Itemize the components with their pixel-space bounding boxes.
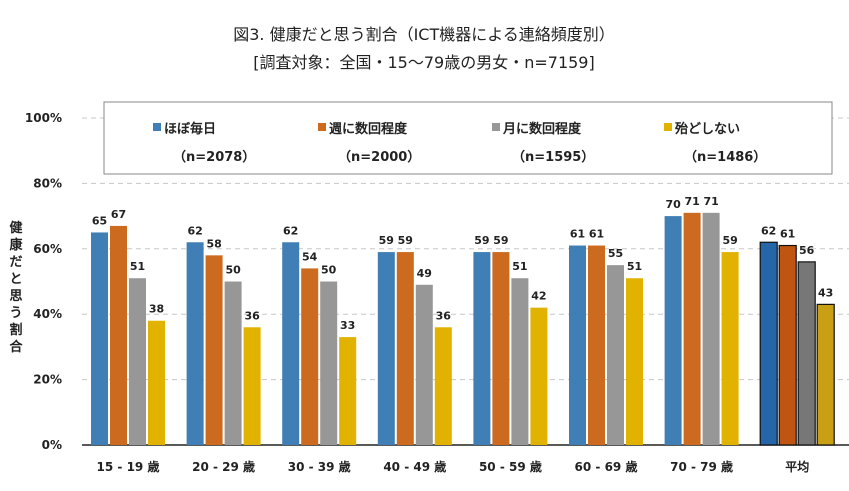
legend-n: （n=1486） — [684, 149, 766, 165]
legend-n: （n=2000） — [338, 149, 420, 165]
y-tick-label: 0% — [42, 438, 62, 452]
data-label: 61 — [589, 228, 604, 241]
data-label: 42 — [531, 290, 546, 303]
x-tick-label: 平均 — [785, 459, 809, 474]
legend-n: （n=1595） — [512, 149, 594, 165]
data-label: 59 — [379, 234, 394, 247]
data-label: 38 — [149, 303, 164, 316]
bar — [683, 212, 701, 445]
data-label: 54 — [302, 250, 318, 263]
chart-title: 図3. 健康だと思う割合（ICT機器による連絡頻度別） — [233, 25, 615, 44]
bar — [377, 252, 395, 445]
x-tick-label: 40 - 49 歳 — [383, 459, 446, 474]
bar — [282, 242, 300, 445]
data-label: 59 — [398, 234, 413, 247]
data-label: 50 — [321, 264, 337, 277]
legend-label: 週に数回程度 — [329, 121, 408, 137]
bar — [434, 327, 452, 445]
data-label: 51 — [130, 260, 145, 273]
legend-n: （n=2078） — [173, 149, 255, 165]
data-label: 58 — [206, 237, 221, 250]
data-label: 43 — [818, 286, 833, 299]
data-label: 36 — [244, 309, 260, 322]
y-tick-label: 100% — [25, 111, 62, 125]
legend-box — [103, 101, 833, 175]
bar — [148, 320, 165, 445]
chart-subtitle: [調査対象：全国・15～79歳の男女・n=7159] — [253, 53, 594, 72]
bar — [473, 252, 491, 445]
bar — [588, 245, 605, 445]
data-label: 71 — [703, 195, 718, 208]
legend-label: ほぼ毎日 — [164, 121, 216, 137]
data-label: 61 — [780, 228, 795, 241]
data-label: 36 — [436, 309, 452, 322]
bar — [702, 212, 720, 445]
bar — [530, 307, 548, 445]
data-label: 62 — [187, 224, 202, 237]
bar — [492, 252, 510, 445]
bar — [320, 281, 338, 445]
bar — [607, 265, 624, 445]
y-axis-label: 健康だと思う割合 — [9, 220, 23, 355]
x-tick-label: 50 - 59 歳 — [479, 459, 542, 474]
bar — [301, 268, 319, 445]
legend-swatch — [664, 123, 672, 131]
bar — [129, 278, 146, 445]
data-label: 49 — [417, 267, 432, 280]
bar — [186, 242, 204, 445]
bar — [778, 244, 797, 446]
data-label: 59 — [722, 234, 737, 247]
data-label: 33 — [340, 319, 355, 332]
x-tick-label: 15 - 19 歳 — [97, 459, 160, 474]
bar — [110, 225, 127, 445]
x-tick-label: 60 - 69 歳 — [575, 459, 638, 474]
data-label: 67 — [111, 208, 126, 221]
data-label: 50 — [225, 264, 241, 277]
y-tick-label: 60% — [33, 242, 62, 256]
bar — [797, 261, 816, 446]
data-label: 71 — [684, 195, 699, 208]
x-tick-label: 30 - 39 歳 — [288, 459, 351, 474]
data-label: 70 — [665, 198, 681, 211]
bar — [339, 337, 357, 445]
bar — [415, 284, 433, 445]
bar — [224, 281, 242, 445]
data-label: 51 — [512, 260, 527, 273]
legend-label: 殆どしない — [674, 121, 740, 137]
data-label: 59 — [474, 234, 489, 247]
data-label: 65 — [92, 214, 107, 227]
data-label: 61 — [570, 228, 585, 241]
y-tick-label: 20% — [33, 373, 62, 387]
data-label: 51 — [627, 260, 642, 273]
bar — [759, 241, 778, 446]
bar — [721, 252, 739, 445]
bar — [664, 216, 682, 445]
x-tick-label: 20 - 29 歳 — [192, 459, 255, 474]
y-tick-label: 40% — [33, 307, 62, 321]
bar — [91, 232, 108, 445]
data-label: 62 — [761, 224, 776, 237]
x-tick-label: 70 - 79 歳 — [670, 459, 733, 474]
bar — [243, 327, 261, 445]
legend-label: 月に数回程度 — [502, 121, 582, 137]
data-label: 55 — [608, 247, 623, 260]
legend-swatch — [492, 123, 500, 131]
data-label: 59 — [493, 234, 508, 247]
bar — [205, 255, 223, 445]
bar — [816, 303, 835, 446]
y-tick-label: 80% — [33, 176, 62, 190]
legend-swatch — [318, 123, 326, 131]
data-label: 56 — [799, 244, 815, 257]
data-label: 62 — [283, 224, 298, 237]
bar — [626, 278, 643, 445]
bar — [396, 252, 414, 445]
bar — [569, 245, 586, 445]
legend-swatch — [153, 123, 161, 131]
bar — [511, 278, 529, 445]
